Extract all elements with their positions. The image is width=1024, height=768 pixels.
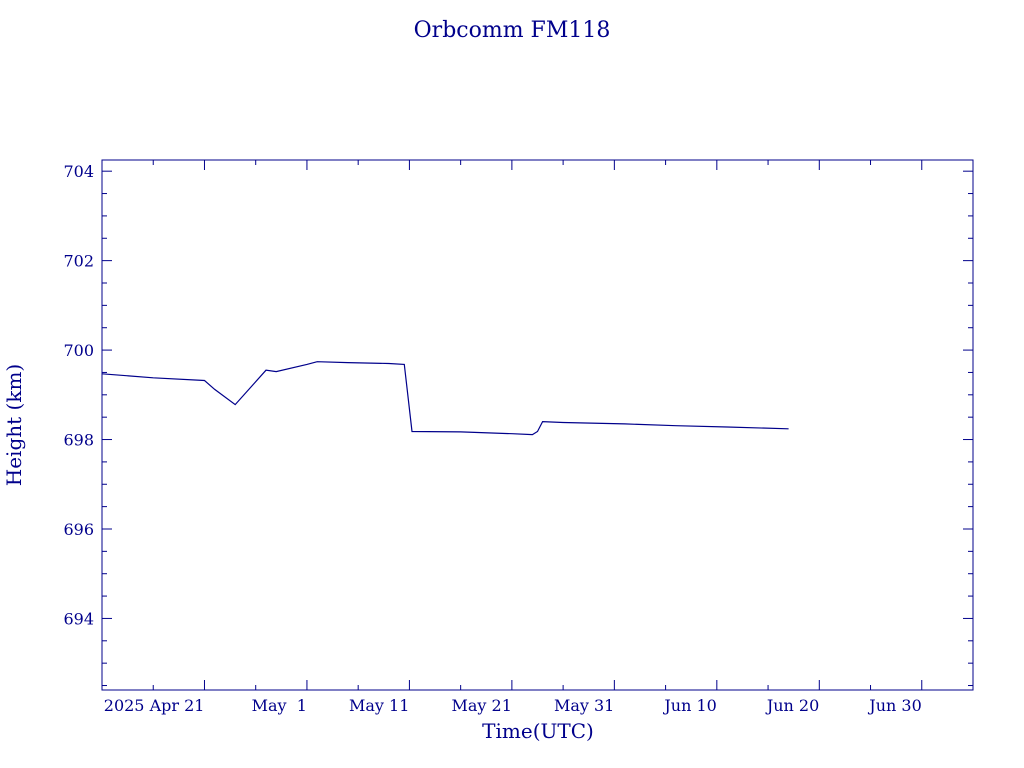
x-axis-label: Time(UTC) [482, 719, 594, 743]
x-tick-label: Jun 20 [765, 696, 819, 715]
plot-frame [101, 159, 974, 691]
x-tick-label: May 21 [451, 696, 511, 715]
y-tick-label: 694 [63, 609, 94, 628]
x-axis: 2025 Apr 21 May 1 May 11 May 21 May 31 Jun 10… [104, 160, 923, 715]
y-axis-label: Height (km) [2, 364, 26, 486]
x-tick-label: May 31 [554, 696, 614, 715]
y-tick-label: 704 [63, 162, 94, 181]
x-tick-label: May 11 [349, 696, 409, 715]
height-series-line [101, 361, 789, 436]
y-tick-label: 702 [63, 252, 94, 271]
y-tick-label: 700 [63, 341, 94, 360]
y-tick-label: 696 [63, 520, 94, 539]
chart-title: Orbcomm FM118 [414, 18, 611, 43]
x-tick-label: May 1 [252, 696, 307, 715]
x-tick-label: 2025 Apr 21 [104, 696, 205, 715]
x-tick-label: Jun 30 [867, 696, 921, 715]
y-tick-label: 698 [63, 431, 94, 450]
y-axis: 694 696 698 700 702 704 [63, 162, 973, 687]
series-layer [101, 361, 789, 436]
x-tick-label: Jun 10 [662, 696, 716, 715]
